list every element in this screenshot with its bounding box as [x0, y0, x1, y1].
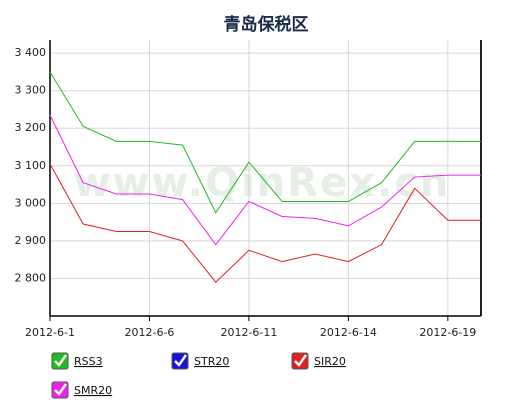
y-tick-label: 3 200 [15, 121, 47, 134]
y-tick-label: 3 300 [15, 84, 47, 97]
x-tick-label: 2012-6-19 [419, 326, 476, 339]
x-tick-label: 2012-6-14 [320, 326, 377, 339]
legend-label: RSS3 [74, 355, 103, 368]
legend-label: STR20 [194, 355, 229, 368]
legend-item[interactable]: SIR20 [291, 352, 346, 370]
y-tick-label: 2 900 [15, 234, 47, 247]
legend-item[interactable]: STR20 [171, 352, 229, 370]
legend-label: SMR20 [74, 384, 112, 397]
check-mark [294, 354, 308, 367]
check-mark [54, 354, 68, 367]
legend-item[interactable]: SMR20 [51, 381, 112, 399]
series-line [49, 71, 481, 214]
series-line [49, 163, 481, 283]
y-tick-label: 3 000 [15, 196, 47, 209]
x-tick-label: 2012-6-11 [220, 326, 277, 339]
legend-item[interactable]: RSS3 [51, 352, 103, 370]
chart-title: 青岛保税区 [224, 14, 309, 35]
check-mark [174, 354, 188, 367]
y-tick-label: 3 400 [15, 46, 47, 59]
x-tick-label: 2012-6-1 [25, 326, 75, 339]
legend-label: SIR20 [314, 355, 346, 368]
series-line [49, 114, 481, 246]
watermark: www.QinRex.cn [74, 160, 451, 206]
y-tick-label: 3 100 [15, 159, 47, 172]
x-tick-label: 2012-6-6 [124, 326, 174, 339]
y-tick-label: 2 800 [15, 271, 47, 284]
check-mark [54, 383, 68, 396]
